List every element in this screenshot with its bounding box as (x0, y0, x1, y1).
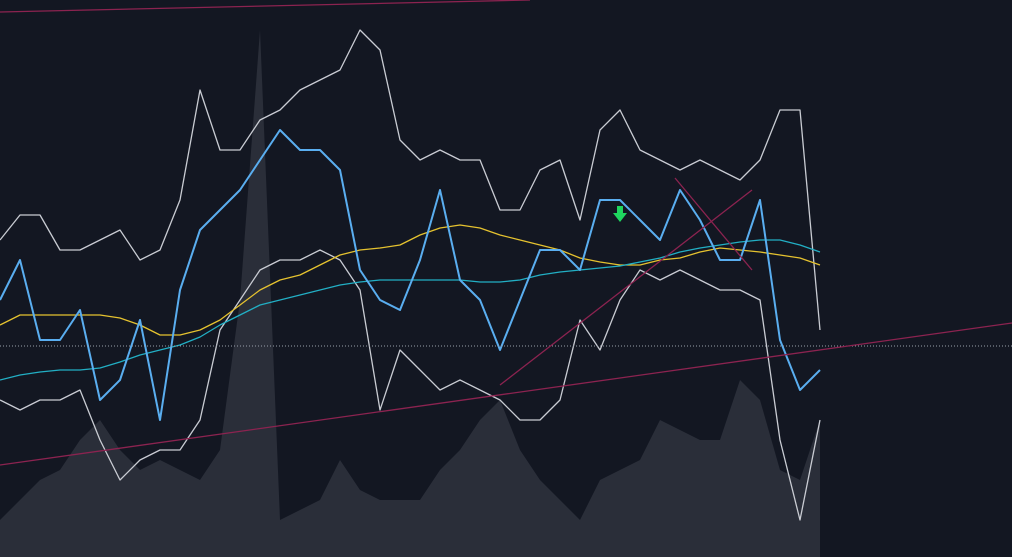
series-line (0, 29, 821, 331)
series-line (0, 239, 821, 381)
series-line (0, 224, 821, 336)
plot (0, 29, 821, 557)
series-line (0, 249, 821, 521)
signal-arrow (613, 206, 627, 222)
series-line (0, 129, 821, 421)
volume-area (0, 30, 820, 557)
trend-line (674, 177, 753, 271)
trend-line (0, 322, 1012, 466)
trend-line (499, 189, 753, 386)
trend-line (0, 0, 531, 13)
